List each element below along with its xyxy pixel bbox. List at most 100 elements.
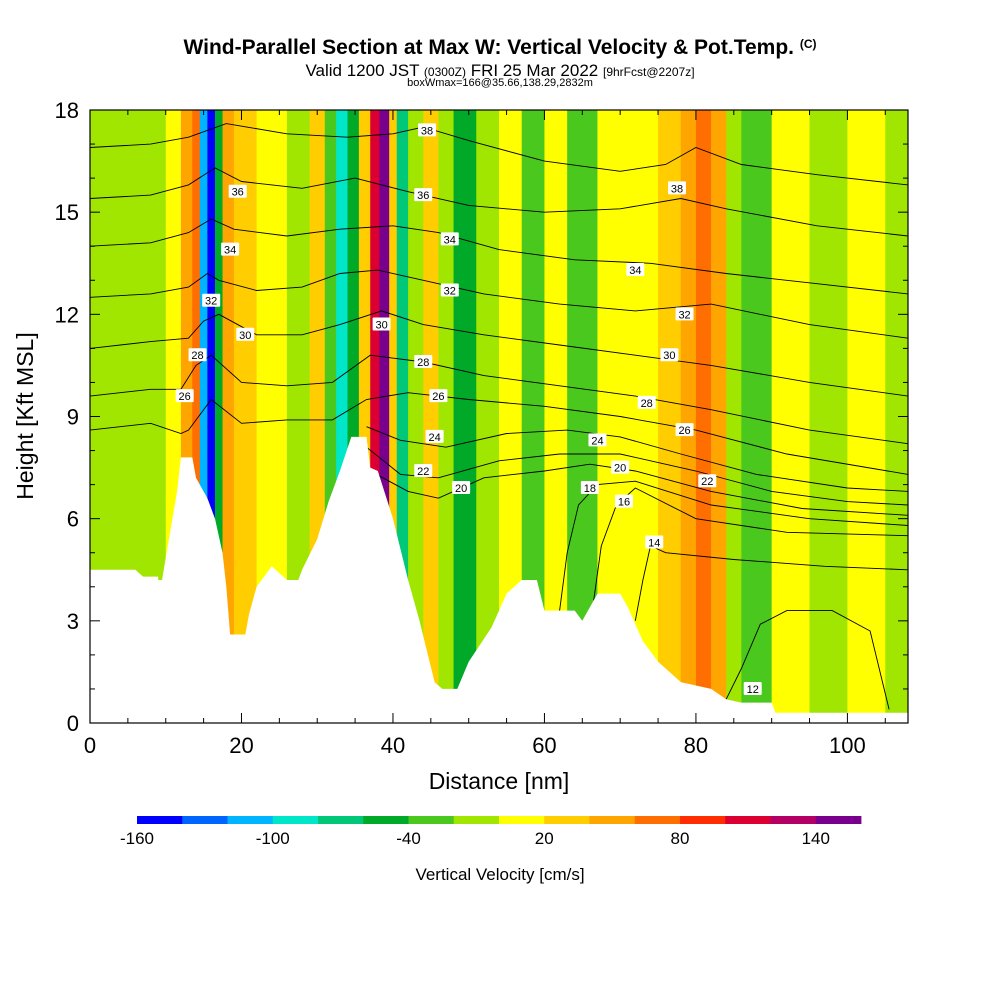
forecast-info: [9hrFcst@2207z] — [602, 65, 695, 79]
theta-label-box — [414, 355, 433, 369]
theta-label-text: 22 — [417, 466, 429, 478]
theta-label: 24 — [588, 433, 607, 447]
theta-label: 26 — [429, 389, 448, 403]
theta-label-text: 36 — [232, 187, 244, 199]
theta-label: 34 — [440, 232, 459, 246]
theta-label-text: 34 — [444, 234, 456, 246]
theta-label: 18 — [580, 481, 599, 495]
theta-contour-36 — [90, 167, 908, 237]
velocity-band — [358, 110, 371, 723]
theta-label-text: 36 — [417, 190, 429, 202]
colorbar-label: 20 — [535, 829, 554, 848]
theta-contour-16 — [593, 487, 908, 601]
theta-label: 38 — [667, 181, 686, 195]
theta-contour-28 — [90, 354, 908, 445]
velocity-band — [214, 110, 224, 723]
theta-contour-12 — [725, 610, 890, 710]
y-tick-label: 18 — [55, 98, 79, 123]
colorbar-swatch — [272, 816, 319, 824]
velocity-band — [389, 110, 398, 723]
theta-label-text: 32 — [205, 296, 217, 308]
velocity-band — [370, 110, 380, 723]
y-tick-label: 3 — [67, 609, 79, 634]
colorbar-swatch — [634, 816, 681, 824]
theta-label-text: 22 — [701, 476, 713, 488]
theta-label-text: 32 — [444, 285, 456, 297]
theta-label: 12 — [743, 681, 762, 696]
theta-contour-20 — [369, 463, 908, 516]
theta-contour-26 — [90, 392, 908, 475]
theta-label-text: 32 — [678, 309, 690, 321]
theta-contour-38 — [90, 123, 908, 186]
theta-label-box — [452, 481, 471, 495]
chart-subtitle: Valid 1200 JST (0300Z) FRI 25 Mar 2022 [… — [0, 61, 1000, 81]
theta-label-box — [228, 184, 247, 198]
theta-label-text: 26 — [179, 391, 191, 403]
colorbar-label: -40 — [396, 829, 421, 848]
theta-label-box — [429, 389, 448, 403]
y-tick-label: 12 — [55, 302, 79, 327]
theta-contour-labels: 26 28 30 32 34 36 38 36 34 32 30 28 26 24 22 20 34 32 30 28… — [175, 123, 762, 696]
theta-label: 30 — [236, 327, 255, 342]
theta-label: 38 — [418, 123, 437, 137]
x-tick-label: 100 — [829, 733, 866, 758]
theta-label-text: 16 — [618, 497, 630, 509]
theta-label-text: 24 — [428, 432, 440, 444]
theta-label-text: 24 — [591, 435, 603, 447]
axis-ticks — [89, 109, 908, 724]
theta-label: 26 — [175, 389, 194, 403]
theta-label-box — [611, 460, 630, 474]
y-tick-label: 0 — [67, 711, 79, 736]
theta-label-text: 18 — [584, 483, 596, 495]
theta-label-box — [675, 307, 694, 321]
theta-label-box — [175, 389, 194, 403]
theta-contour-18 — [559, 480, 908, 611]
theta-label: 22 — [698, 474, 717, 488]
velocity-band — [233, 110, 258, 723]
colorbar-label: 140 — [802, 829, 830, 848]
colorbar-swatch — [725, 816, 771, 824]
colorbar-swatch — [544, 816, 590, 824]
colorbar-swatch — [770, 816, 817, 824]
colorbar-swatch — [499, 816, 545, 824]
y-tick-label: 9 — [67, 405, 79, 430]
theta-contours — [90, 123, 908, 710]
colorbar — [137, 816, 862, 824]
theta-label: 16 — [614, 494, 633, 509]
theta-label-text: 34 — [224, 245, 236, 257]
theta-label-box — [675, 423, 694, 437]
velocity-band — [476, 110, 500, 723]
colorbar-swatch — [182, 816, 228, 824]
y-tick-label: 15 — [55, 200, 79, 225]
velocity-band — [847, 110, 886, 723]
velocity-band — [396, 110, 409, 723]
theta-label-text: 28 — [191, 350, 203, 362]
theta-label: 24 — [425, 429, 444, 444]
colorbar-swatch — [680, 816, 726, 824]
copyright-mark: (C) — [799, 37, 817, 51]
theta-label: 34 — [221, 242, 240, 257]
colorbar-label: 80 — [671, 829, 690, 848]
theta-label-box — [660, 348, 679, 362]
theta-label-text: 14 — [648, 538, 660, 550]
theta-label-box — [414, 188, 433, 202]
theta-label-text: 26 — [678, 425, 690, 437]
colorbar-swatch — [137, 816, 183, 824]
theta-label-box — [188, 348, 207, 362]
theta-label: 32 — [202, 293, 221, 308]
theta-label-box — [202, 293, 221, 307]
theta-label: 30 — [660, 348, 679, 362]
theta-label-box — [645, 535, 664, 549]
terrain-mask — [90, 436, 908, 723]
theta-label-box — [414, 463, 433, 477]
utc-time: (0300Z) — [423, 65, 466, 79]
theta-contour-14 — [634, 545, 908, 621]
theta-label-box — [614, 494, 633, 508]
theta-label-box — [580, 481, 599, 495]
theta-label-text: 12 — [747, 684, 759, 696]
velocity-band — [180, 110, 193, 723]
velocity-band — [192, 110, 201, 723]
x-axis-title: Distance [nm] — [429, 768, 570, 794]
x-tick-label: 80 — [684, 733, 708, 758]
